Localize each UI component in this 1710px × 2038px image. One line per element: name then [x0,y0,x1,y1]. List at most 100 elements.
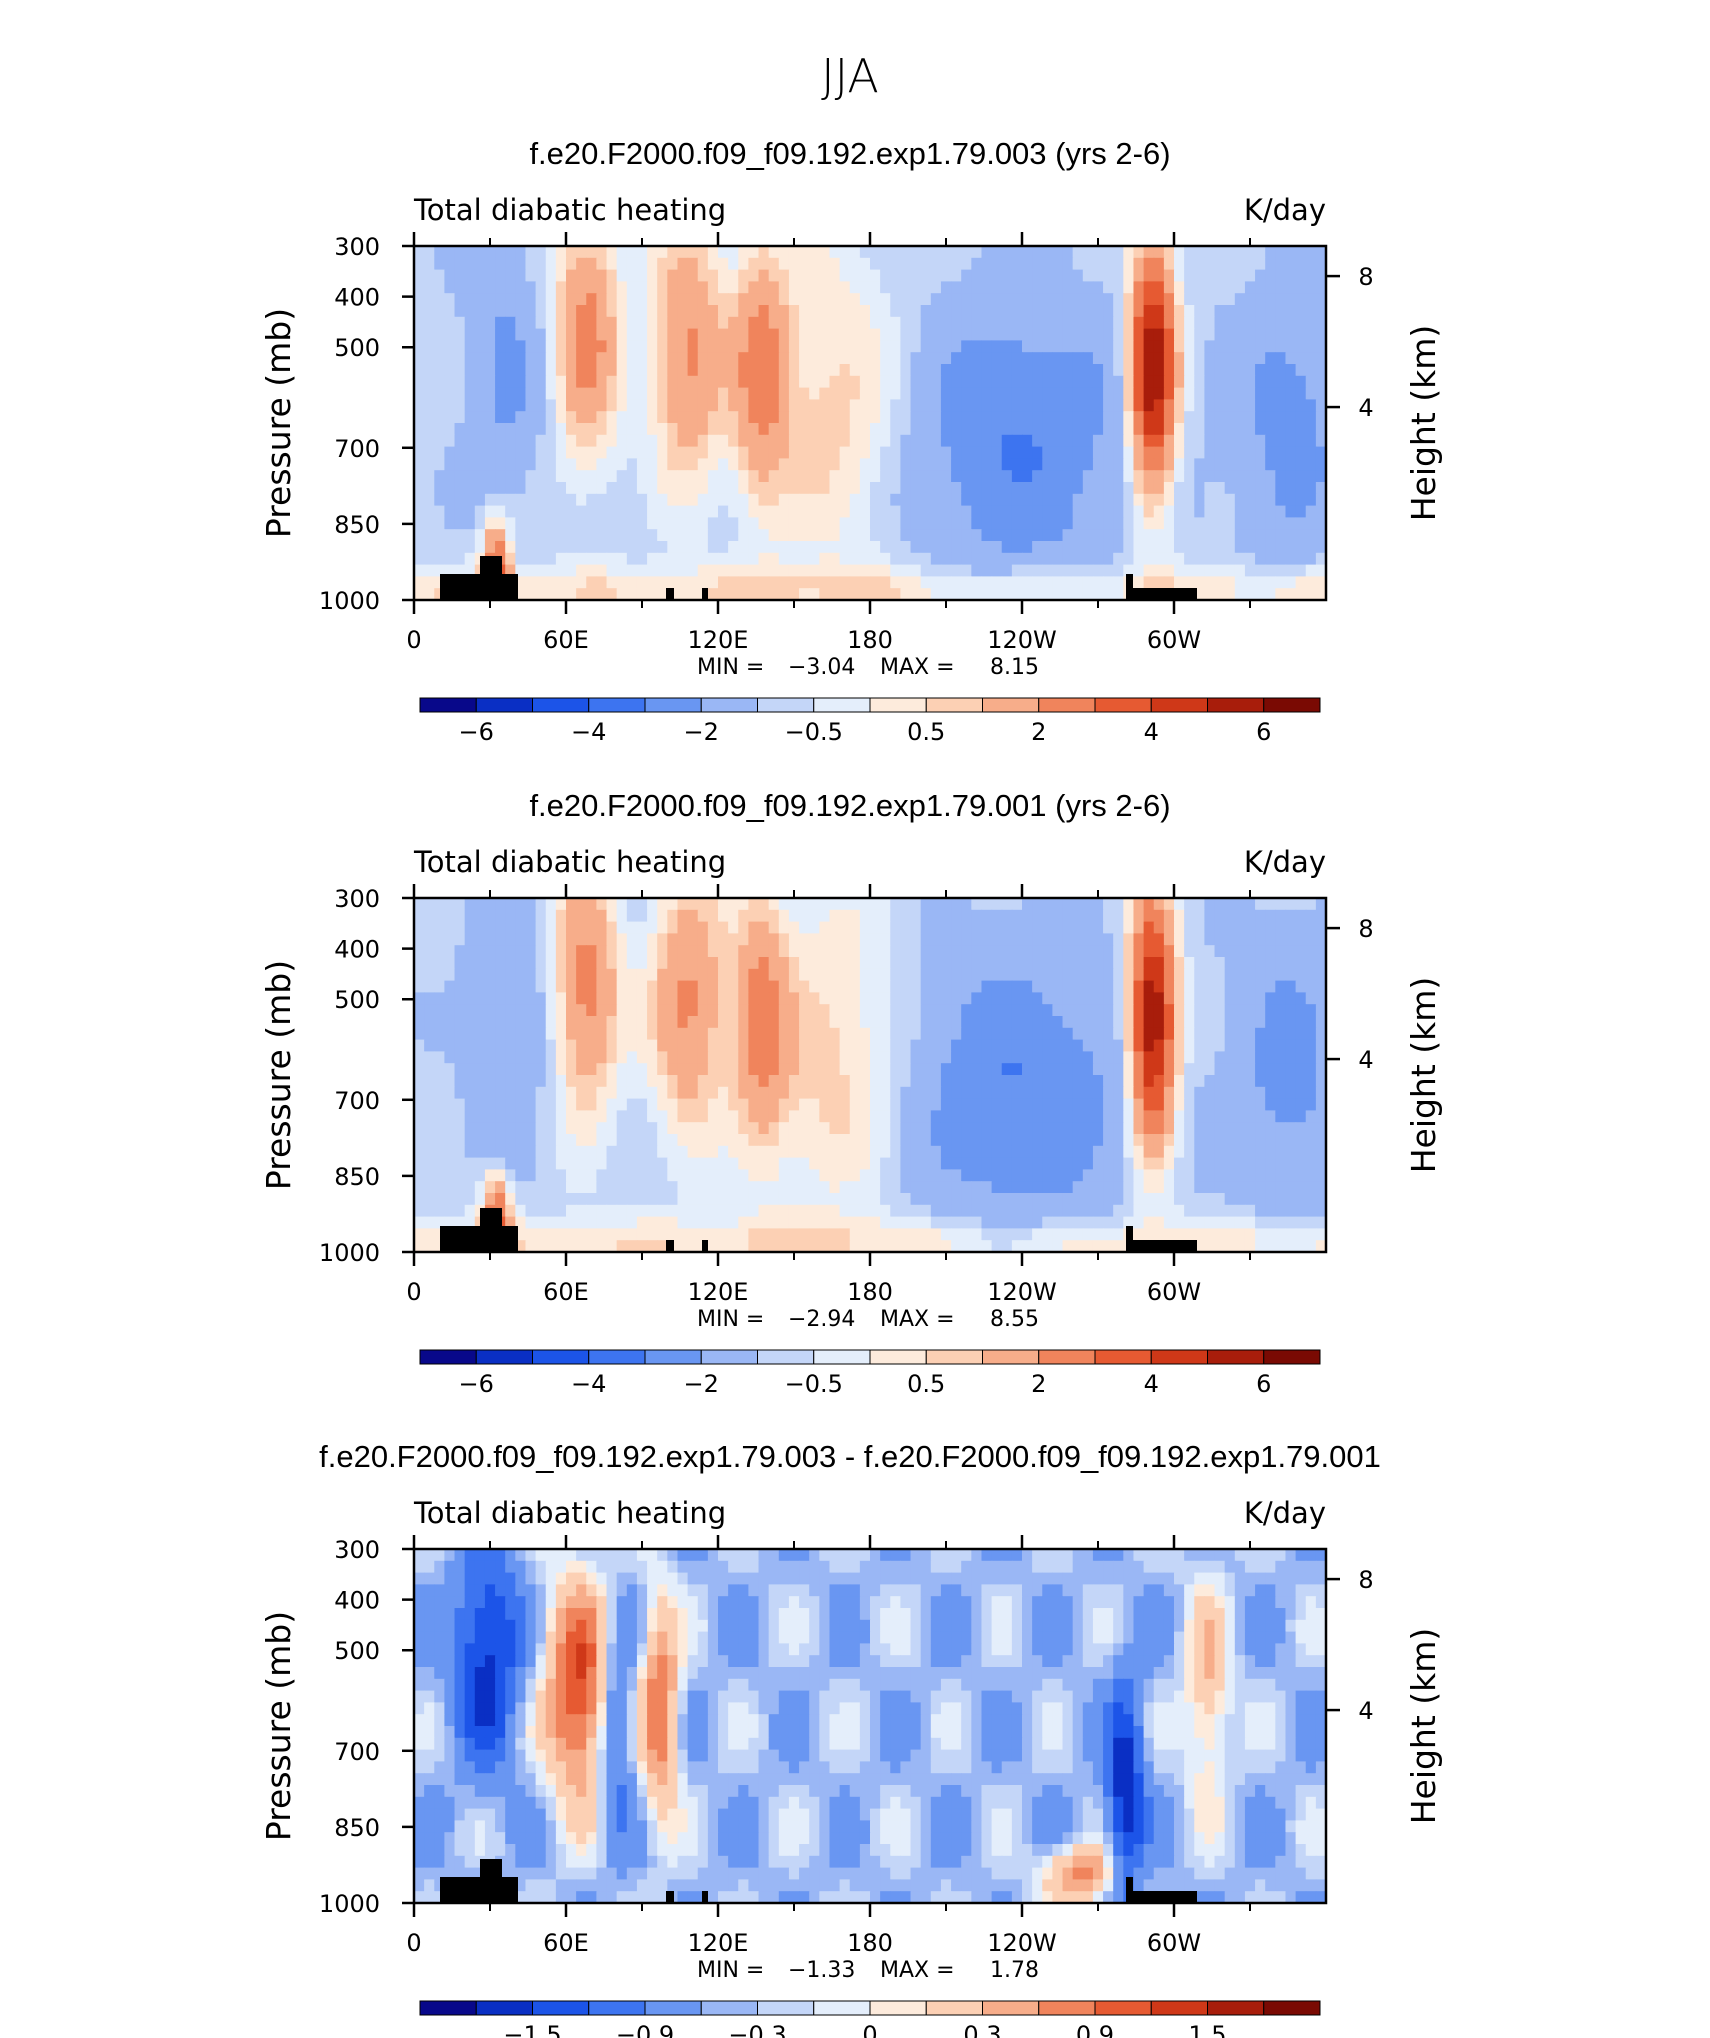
heatmap-cell [1194,411,1205,424]
heatmap-cell [1315,933,1327,946]
heatmap-cell [525,541,537,554]
heatmap-cell [525,921,537,934]
heatmap-cell [444,541,456,554]
heatmap-cell [870,458,881,471]
heatmap-cell [1092,364,1104,377]
heatmap-cell [1305,293,1317,306]
heatmap-cell [434,269,445,282]
heatmap-cell [495,933,506,946]
heatmap-cell [1022,588,1033,601]
heatmap-cell [940,898,952,911]
heatmap-cell [920,1086,932,1100]
heatmap-cell [1092,945,1104,958]
heatmap-cell [444,423,456,436]
heatmap-cell [1204,1145,1216,1159]
heatmap-cell [1194,246,1205,259]
heatmap-cell [718,968,729,982]
colorbar-swatch [419,697,477,713]
heatmap-cell [1224,423,1236,436]
heatmap-cell [454,898,466,911]
heatmap-cell [484,1039,496,1052]
heatmap-cell [525,588,537,601]
heatmap-cell [1011,1039,1023,1052]
heatmap-cell [586,446,597,459]
heatmap-cell [940,1039,952,1052]
heatmap-cell [930,281,942,294]
heatmap-cell [778,588,790,601]
y-tick-label: 1000 [319,587,380,615]
heatmap-cell [687,446,699,459]
heatmap-cell [728,576,739,589]
heatmap-cell [474,1110,486,1123]
panel-title: f.e20.F2000.f09_f09.192.exp1.79.003 (yrs… [529,136,1170,171]
heatmap-cell [495,909,506,923]
heatmap-cell [464,933,476,946]
heatmap-cell [1113,576,1124,589]
heatmap-cell [444,933,456,946]
heatmap-cell [444,505,456,518]
heatmap-cell [809,505,820,518]
heatmap-cell [1062,269,1074,282]
heatmap-cell [1032,434,1043,448]
heatmap-cell [505,1110,516,1123]
heatmap-cell [940,316,952,330]
heatmap-cell [1032,1039,1043,1052]
heatmap-cell [1255,980,1266,993]
heatmap-cell [839,423,851,436]
heatmap-cell [1214,968,1226,982]
heatmap-cell [900,588,912,601]
heatmap-cell [758,387,770,400]
heatmap-cell [1174,957,1185,970]
heatmap-cell [829,1027,841,1041]
heatmap-cell [961,552,972,566]
heatmap-cell [951,1169,962,1182]
heatmap-cell [890,1098,901,1111]
heatmap-cell [900,564,912,577]
heatmap-cell [951,1134,962,1147]
heatmap-cell [809,446,820,459]
heatmap-cell [414,387,425,400]
colorbar-swatch [1263,697,1321,713]
heatmap-cell [718,992,729,1005]
heatmap-cell [474,364,486,377]
heatmap-cell [819,898,831,911]
heatmap-cell [1082,1098,1094,1111]
heatmap-cell [940,1063,952,1076]
heatmap-cell [525,1169,537,1182]
heatmap-cell [1265,375,1276,389]
heatmap-cell [940,328,952,341]
heatmap-cell [1133,921,1145,934]
heatmap-cell [1315,1039,1327,1052]
heatmap-cell [859,281,871,294]
heatmap-cell [748,1051,760,1064]
heatmap-cell [657,552,668,566]
heatmap-cell [809,375,820,389]
heatmap-cell [778,1051,790,1064]
heatmap-cell [1285,1051,1297,1064]
heatmap-cell [738,458,749,471]
heatmap-cell [758,1181,770,1194]
heatmap-cell [566,980,577,993]
heatmap-cell [1103,246,1114,259]
heatmap-cell [464,1110,476,1123]
heatmap-cell [758,352,770,365]
heatmap-cell [900,458,912,471]
heatmap-cell [1113,933,1124,946]
heatmap-cell [1214,434,1226,448]
heatmap-cell [1133,909,1145,923]
heatmap-cell [414,505,425,518]
heatmap-cell [1255,305,1266,318]
heatmap-cell [576,1016,587,1029]
heatmap-cell [1052,305,1064,318]
heatmap-cell [1244,470,1256,483]
heatmap-cell [1214,246,1226,259]
heatmap-cell [1285,588,1297,601]
heatmap-cell [667,1051,679,1064]
heatmap-cell [535,1063,547,1076]
heatmap-cell [1153,1051,1165,1064]
heatmap-cell [636,1134,648,1147]
heatmap-cell [697,1157,709,1170]
heatmap-cell [1143,1110,1155,1123]
heatmap-cell [535,352,547,365]
heatmap-cell [880,434,891,448]
